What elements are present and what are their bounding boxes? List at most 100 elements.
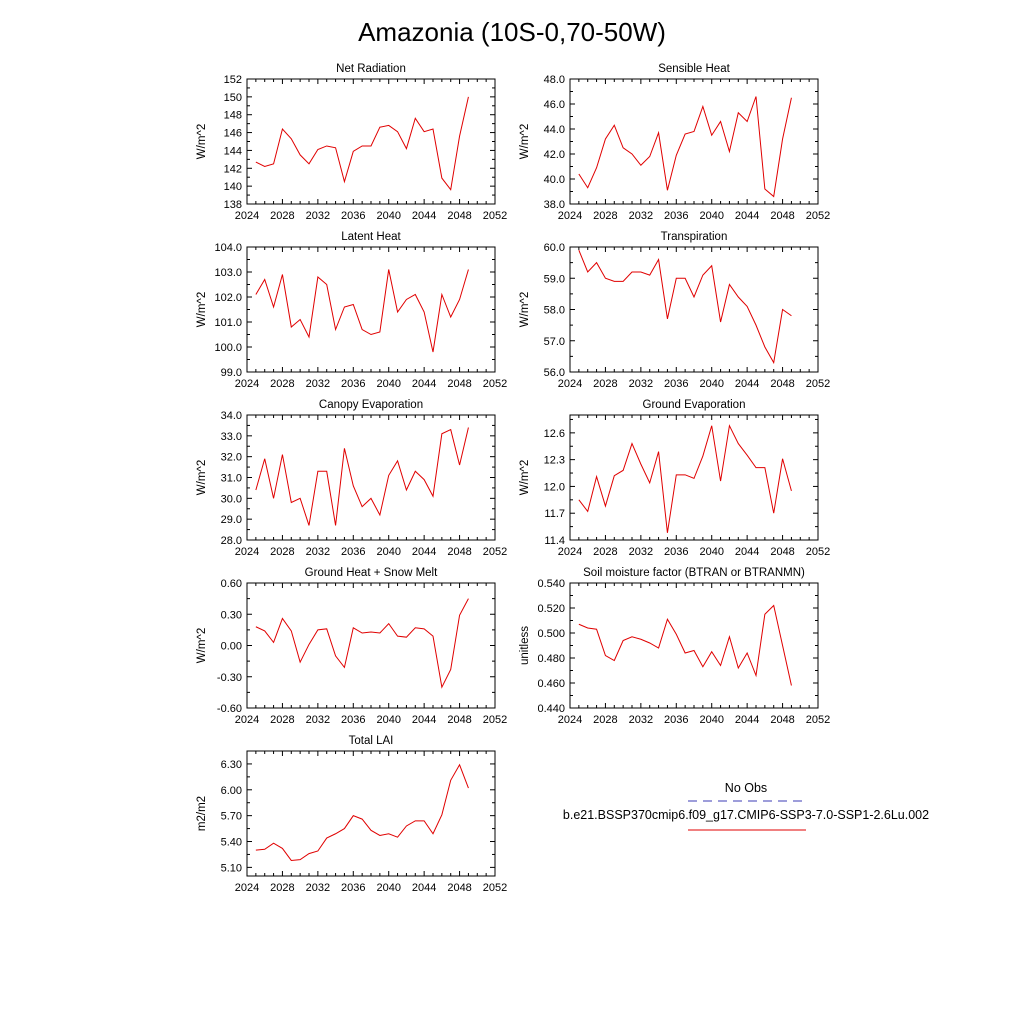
- y-tick-label: 101.0: [214, 317, 242, 329]
- y-tick-label: 100.0: [214, 342, 242, 354]
- y-tick-label: 38.0: [544, 199, 565, 211]
- x-tick-label: 2052: [806, 210, 830, 222]
- y-tick-label: 58.0: [544, 305, 565, 317]
- y-tick-label: 0.520: [537, 603, 565, 615]
- plot-frame: [569, 78, 819, 205]
- x-tick-label: 2032: [306, 546, 330, 558]
- x-tick-label: 2028: [270, 546, 294, 558]
- y-tick-label: 0.460: [537, 678, 565, 690]
- y-tick-label: 57.0: [544, 336, 565, 348]
- x-tick-label: 2024: [235, 882, 259, 894]
- y-tick-label: 152: [224, 74, 242, 86]
- x-tick-label: 2040: [376, 714, 400, 726]
- series-line: [578, 424, 792, 533]
- y-tick-label: 0.540: [537, 578, 565, 590]
- panel-7: Ground Heat + Snow Melt W/m^2 2024 2028 2032…: [196, 567, 507, 726]
- x-tick-label: 2032: [306, 714, 330, 726]
- panel-title: Total LAI: [349, 735, 394, 747]
- x-tick-label: 2048: [447, 210, 471, 222]
- y-tick-label: 6.30: [221, 759, 242, 771]
- x-tick-label: 2052: [483, 378, 507, 390]
- panel-6: Ground Evaporation W/m^2 2024 2028 2032 2036 2…: [519, 399, 830, 558]
- plot-frame: [246, 246, 496, 373]
- x-tick-label: 2044: [412, 378, 436, 390]
- x-tick-label: 2052: [806, 714, 830, 726]
- x-tick-label: 2052: [483, 714, 507, 726]
- y-tick-label: 102.0: [214, 292, 242, 304]
- y-tick-label: -0.60: [217, 703, 242, 715]
- x-tick-label: 2052: [806, 546, 830, 558]
- panel-9: Total LAI m2/m2 2024 2028 2032 2036 2040 2044 20…: [196, 735, 507, 894]
- y-tick-label: 11.7: [544, 508, 565, 520]
- y-tick-label: 12.0: [544, 481, 565, 493]
- plot-frame: [246, 414, 496, 541]
- y-tick-label: 29.0: [221, 514, 242, 526]
- panel-title: Ground Heat + Snow Melt: [305, 567, 438, 579]
- y-tick-label: 5.70: [221, 811, 242, 823]
- x-tick-label: 2036: [664, 546, 688, 558]
- y-tick-label: 103.0: [214, 267, 242, 279]
- y-tick-label: 46.0: [544, 99, 565, 111]
- y-tick-label: 28.0: [221, 535, 242, 547]
- x-tick-label: 2028: [593, 546, 617, 558]
- panel-title: Soil moisture factor (BTRAN or BTRANMN): [583, 567, 805, 579]
- plot-frame: [569, 582, 819, 709]
- x-tick-label: 2024: [235, 378, 259, 390]
- x-tick-label: 2032: [629, 546, 653, 558]
- y-tick-label: 6.00: [221, 785, 242, 797]
- y-axis-label: m2/m2: [196, 796, 208, 831]
- panels: Net Radiation W/m^2 2024 2028 2032 2036 2040 20…: [196, 63, 830, 894]
- y-axis-label: W/m^2: [519, 124, 531, 159]
- x-tick-label: 2048: [447, 378, 471, 390]
- x-tick-label: 2040: [699, 210, 723, 222]
- x-tick-label: 2040: [699, 546, 723, 558]
- series-line: [578, 249, 792, 365]
- x-tick-label: 2024: [558, 546, 582, 558]
- x-tick-label: 2048: [447, 546, 471, 558]
- series-line: [578, 96, 792, 198]
- series-line: [255, 427, 469, 526]
- y-tick-label: 34.0: [221, 410, 242, 422]
- x-tick-label: 2032: [629, 210, 653, 222]
- x-tick-label: 2036: [664, 378, 688, 390]
- x-tick-label: 2040: [376, 546, 400, 558]
- x-tick-label: 2028: [593, 714, 617, 726]
- y-tick-label: 150: [224, 92, 242, 104]
- x-tick-label: 2028: [593, 378, 617, 390]
- x-tick-label: 2040: [376, 378, 400, 390]
- plot-frame: [246, 78, 496, 205]
- x-tick-label: 2044: [735, 714, 759, 726]
- y-tick-label: 42.0: [544, 149, 565, 161]
- x-tick-label: 2024: [235, 714, 259, 726]
- x-tick-label: 2052: [483, 210, 507, 222]
- x-tick-label: 2036: [341, 546, 365, 558]
- x-tick-label: 2036: [664, 210, 688, 222]
- x-tick-label: 2044: [735, 210, 759, 222]
- y-axis-label: W/m^2: [519, 460, 531, 495]
- y-tick-label: 0.480: [537, 653, 565, 665]
- panel-title: Canopy Evaporation: [319, 399, 423, 411]
- x-tick-label: 2044: [735, 546, 759, 558]
- x-tick-label: 2052: [806, 378, 830, 390]
- y-tick-label: 0.30: [221, 609, 242, 621]
- x-tick-label: 2044: [412, 546, 436, 558]
- x-tick-label: 2052: [483, 882, 507, 894]
- x-tick-label: 2052: [483, 546, 507, 558]
- panel-3: Latent Heat W/m^2 2024 2028 2032 2036 2040 2044…: [196, 231, 507, 390]
- panel-title: Latent Heat: [341, 231, 401, 243]
- x-tick-label: 2036: [664, 714, 688, 726]
- x-tick-label: 2040: [376, 210, 400, 222]
- x-tick-label: 2032: [306, 378, 330, 390]
- x-tick-label: 2048: [447, 882, 471, 894]
- series-line: [255, 269, 469, 353]
- x-tick-label: 2032: [629, 714, 653, 726]
- y-axis-label: W/m^2: [196, 124, 208, 159]
- y-axis-label: unitless: [519, 626, 531, 665]
- y-tick-label: 33.0: [221, 431, 242, 443]
- y-tick-label: 12.3: [544, 455, 565, 467]
- y-axis-label: W/m^2: [519, 292, 531, 327]
- series-line: [255, 763, 469, 862]
- x-tick-label: 2032: [306, 210, 330, 222]
- x-tick-label: 2048: [770, 546, 794, 558]
- y-tick-label: 31.0: [221, 473, 242, 485]
